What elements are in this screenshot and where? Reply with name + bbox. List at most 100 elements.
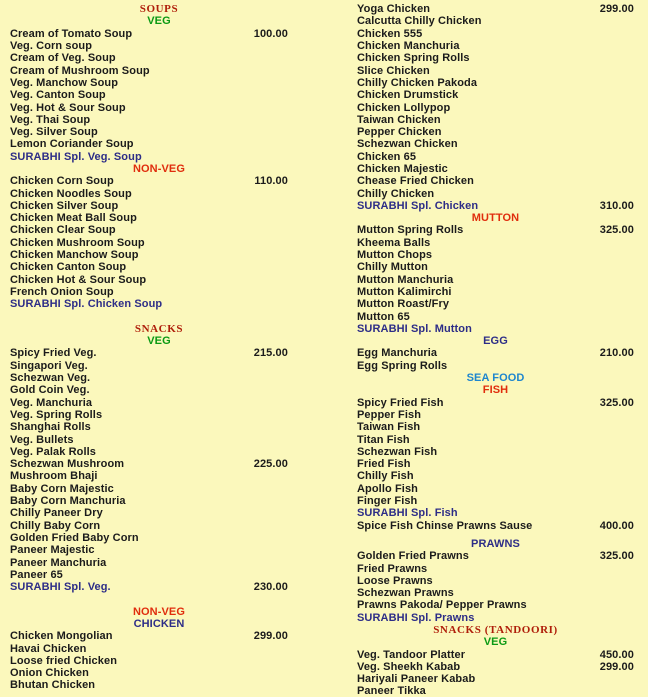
menu-item: Chicken Drumstick [357, 89, 634, 101]
menu-item: Veg. Tandoor Platter 450.00 [357, 648, 634, 661]
menu-item: Shanghai Rolls [10, 421, 288, 433]
section-header: PRAWNS [471, 537, 520, 550]
menu-item-name: Baby Corn Majestic [10, 482, 114, 495]
section-header: VEG [147, 335, 171, 348]
menu-item: Veg. Manchow Soup [10, 77, 288, 89]
menu-item-price: 325.00 [599, 224, 634, 237]
menu-item-name: Chicken Majestic [357, 163, 448, 175]
menu-item: Fried Fish [357, 458, 634, 470]
menu-item-name: Chicken Mushroom Soup [10, 236, 145, 249]
menu-item-name: Cream of Veg. Soup [10, 52, 116, 65]
menu-item-name: Chicken Manchuria [357, 40, 460, 53]
menu-item-name: Yoga Chicken [357, 3, 431, 16]
menu-item: Veg. Hot & Sour Soup [10, 101, 288, 114]
menu-item: Chicken 65 [357, 151, 634, 163]
menu-item-name: Finger Fish [357, 495, 418, 508]
menu-item-price: 310.00 [599, 199, 634, 212]
menu-item: SURABHI Spl. Veg. Soup [10, 151, 288, 163]
menu-item-name: Paneer 65 [10, 568, 63, 581]
menu-item-name: SURABHI Spl. Mutton [357, 322, 472, 335]
menu-item: Schezwan Prawns [357, 587, 634, 599]
menu-item-name: Hariyali Paneer Kabab [357, 673, 476, 686]
menu-item-name: Chicken Drumstick [357, 89, 459, 102]
menu-item: Chilly Fish [357, 470, 634, 482]
menu-item-name: Chicken Spring Rolls [357, 52, 470, 65]
menu-item: Chilly Baby Corn [10, 519, 288, 532]
menu-item-name: Chicken Mongolian [10, 630, 113, 643]
menu-item: Chicken Hot & Sour Soup [10, 274, 288, 286]
section-header: SOUPS [139, 3, 179, 15]
menu-item-name: Bhutan Chicken [10, 679, 96, 692]
menu-item: Veg. Manchuria [10, 397, 288, 409]
menu-item-name: Veg. Corn soup [10, 40, 93, 53]
menu-item: Mutton Kalimirchi [357, 286, 634, 298]
menu-item: Cream of Mushroom Soup [10, 64, 288, 77]
section-header: VEG [147, 15, 171, 28]
menu-item: Gold Coin Veg. [10, 384, 288, 396]
menu-item-name: Chicken Silver Soup [10, 199, 119, 212]
menu-item: Pepper Fish [357, 409, 634, 421]
menu-item: Cream of Veg. Soup [10, 52, 288, 64]
menu-item: Prawns Pakoda/ Pepper Prawns [357, 599, 634, 611]
menu-item: Paneer 65 [10, 569, 288, 581]
menu-item: Chicken Mongolian 299.00 [10, 630, 288, 642]
menu-item: Chicken Clear Soup [10, 224, 288, 236]
section-header: CHICKEN [133, 617, 185, 630]
menu-item: Veg. Corn soup [10, 40, 288, 52]
menu-item-name: Mutton Roast/Fry [357, 298, 450, 311]
spacer [10, 593, 288, 605]
menu-item-name: Veg. Sheekh Kabab [357, 660, 461, 673]
menu-item-name: Chicken Noodles Soup [10, 187, 132, 200]
menu-item: Titan Fish [357, 433, 634, 446]
menu-item-name: Veg. Hot & Sour Soup [10, 101, 126, 114]
menu-column-left: SOUPS VEG Cream of Tomato Soup 100.00 Veg. C… [10, 3, 288, 692]
menu-item: Chicken Majestic [357, 163, 634, 175]
menu-item-name: Chicken Canton Soup [10, 261, 127, 274]
menu-item-name: Mutton Kalimirchi [357, 285, 452, 298]
menu-item-name: Chilly Paneer Dry [10, 507, 103, 520]
section-header: EGG [483, 335, 508, 348]
menu-item-name: Chilly Chicken Pakoda [357, 76, 478, 89]
menu-item-name: Golden Fried Baby Corn [10, 531, 139, 544]
section-header: SNACKS (TANDOORI) [433, 623, 558, 636]
menu-item-price: 299.00 [599, 660, 634, 673]
menu-item-name: Mutton 65 [357, 310, 410, 323]
menu-item-name: Spicy Fried Fish [357, 396, 444, 409]
menu-item-name: Chicken 65 [357, 150, 417, 163]
menu-item-name: Slice Chicken [357, 64, 430, 77]
menu-item-name: Paneer Manchuria [10, 556, 107, 569]
menu-item: Onion Chicken [10, 667, 288, 679]
menu-item-name: Veg. Thai Soup [10, 113, 91, 126]
menu-item: Bhutan Chicken [10, 679, 288, 691]
menu-item: Spicy Fried Veg. 215.00 [10, 347, 288, 359]
menu-item: Schezwan Fish [357, 446, 634, 458]
menu-item-name: Chicken Hot & Sour Soup [10, 273, 147, 286]
menu-item-price: 325.00 [599, 550, 634, 563]
menu-item: Egg Manchuria 210.00 [357, 347, 634, 359]
menu-item: Veg. Sheekh Kabab 299.00 [357, 661, 634, 673]
menu-item-name: Schezwan Fish [357, 445, 438, 458]
menu-item: Apollo Fish [357, 483, 634, 495]
menu-item: SURABHI Spl. Prawns [357, 612, 634, 624]
menu-column-right: Yoga Chicken 299.00 Calcutta Chilly Chicke… [357, 3, 634, 697]
menu-item-name: Chicken 555 [357, 27, 423, 40]
menu-item: SURABHI Spl. Veg. 230.00 [10, 581, 288, 593]
menu-item-name: Taiwan Chicken [357, 113, 441, 126]
menu-item-name: Veg. Canton Soup [10, 89, 106, 102]
menu-item-name: Chicken Corn Soup [10, 175, 114, 188]
menu-item-name: Egg Manchuria [357, 347, 438, 360]
menu-item-price: 325.00 [599, 396, 634, 409]
section-header: NON-VEG [132, 605, 186, 618]
menu-item-name: Chease Fried Chicken [357, 175, 474, 188]
menu-item-name: Baby Corn Manchuria [10, 495, 126, 508]
menu-item-name: Schezwan Veg. [10, 372, 91, 385]
menu-item-name: Veg. Silver Soup [10, 126, 98, 139]
menu-item-name: Veg. Spring Rolls [10, 408, 103, 421]
menu-item-name: Loose Prawns [357, 574, 433, 587]
menu-item-name: Singapori Veg. [10, 359, 88, 372]
menu-item: Schezwan Mushroom 225.00 [10, 458, 288, 470]
menu-item: Taiwan Chicken [357, 114, 634, 126]
menu-item: Chease Fried Chicken [357, 175, 634, 187]
menu-item: Chicken Corn Soup 110.00 [10, 175, 288, 187]
